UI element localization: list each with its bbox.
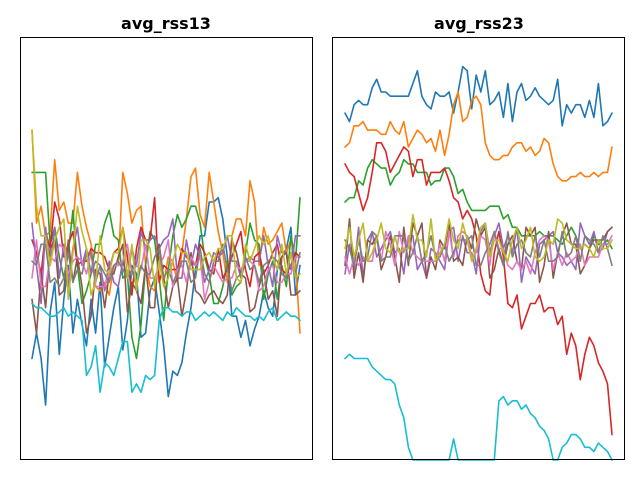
series-line-6 [31,239,301,334]
subplot-title: avg_rss13 [121,14,211,33]
series-line-1 [31,196,301,406]
subplot-avg-rss23: avg_rss23 [332,14,625,461]
series-line-10 [344,353,613,461]
axes-frame [332,37,625,460]
axes-frame [20,37,313,460]
series-line-2 [344,91,613,182]
series-line-4 [344,142,613,436]
series-line-9 [31,129,301,301]
series-line-6 [344,218,613,284]
series-line-8 [31,243,301,292]
series-line-10 [31,302,301,394]
series-line-1 [344,65,613,127]
series-line-2 [31,129,301,334]
series-line-5 [344,222,613,284]
plot-area [344,65,613,461]
subplot-title: avg_rss23 [434,14,524,33]
series-line-5 [31,218,301,305]
series-line-8 [344,230,613,267]
series-line-7 [344,230,613,275]
plot-area [31,129,301,406]
series-line-9 [344,213,613,263]
subplot-avg-rss13: avg_rss13 [20,14,313,460]
series-line-3 [344,158,613,250]
